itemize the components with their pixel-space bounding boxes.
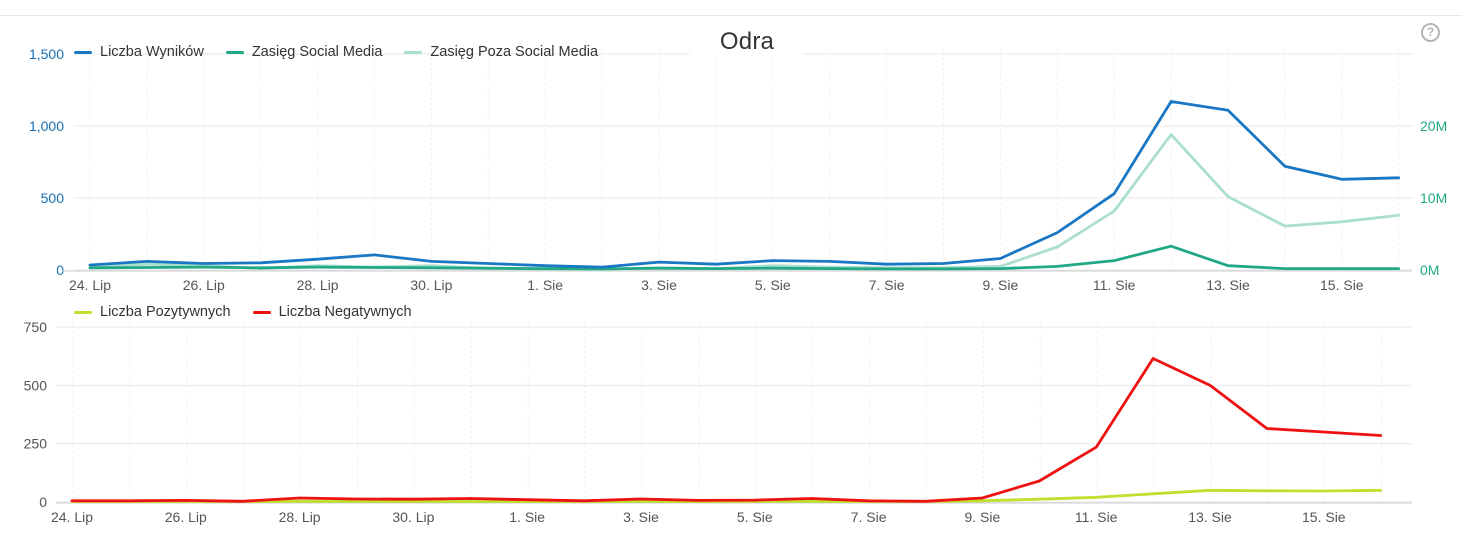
x-tick-label: 11. Sie	[1093, 277, 1136, 293]
series-line-liczba-wynikow	[88, 100, 1401, 269]
y-left-tick-label: 0	[56, 262, 64, 278]
series-line-zasieg-poza-social-media	[88, 133, 1401, 271]
top-divider	[0, 15, 1462, 16]
x-tick-label: 11. Sie	[1075, 509, 1118, 525]
legend-label: Zasięg Poza Social Media	[430, 44, 599, 60]
legend-label: Liczba Pozytywnych	[100, 304, 231, 320]
x-tick-label: 30. Lip	[392, 509, 434, 525]
x-tick-label: 28. Lip	[297, 277, 339, 293]
x-tick-label: 7. Sie	[869, 277, 905, 293]
x-tick-label: 24. Lip	[69, 277, 111, 293]
y-tick-label: 750	[24, 319, 48, 335]
y-right-tick-label: 10M	[1420, 190, 1447, 206]
y-right-tick-label: 20M	[1420, 118, 1447, 134]
series-line-zasieg-social-media	[88, 244, 1401, 271]
x-tick-label: 13. Sie	[1206, 277, 1250, 293]
y-tick-label: 500	[24, 377, 48, 393]
legend-item-liczba-pozytywnych[interactable]: Liczba Pozytywnych	[74, 304, 231, 320]
legend-item-liczba-negatywnych[interactable]: Liczba Negatywnych	[252, 304, 412, 320]
x-tick-label: 7. Sie	[851, 509, 887, 525]
y-left-tick-label: 1,000	[29, 118, 64, 134]
y-left-tick-label: 500	[41, 190, 65, 206]
x-tick-label: 30. Lip	[410, 277, 452, 293]
legend-label: Zasięg Social Media	[251, 44, 383, 60]
x-tick-label: 9. Sie	[964, 509, 1000, 525]
y-left-tick-label: 1,500	[29, 46, 64, 62]
x-tick-label: 24. Lip	[51, 509, 93, 525]
x-tick-label: 1. Sie	[509, 509, 545, 525]
x-tick-label: 5. Sie	[737, 509, 773, 525]
y-tick-label: 250	[24, 436, 48, 452]
x-tick-label: 5. Sie	[755, 277, 791, 293]
legend-item-zasieg-poza-social-media[interactable]: Zasięg Poza Social Media	[404, 44, 598, 60]
x-tick-label: 3. Sie	[641, 277, 677, 293]
x-tick-label: 13. Sie	[1188, 509, 1232, 525]
legend-swatch	[404, 50, 423, 54]
x-tick-label: 28. Lip	[279, 509, 321, 525]
x-tick-label: 26. Lip	[183, 277, 225, 293]
y-tick-label: 0	[39, 494, 47, 510]
legend-swatch	[74, 310, 92, 314]
legend-item-liczba-wynikow[interactable]: Liczba Wyników	[74, 44, 204, 60]
chart-title-box: Odra	[690, 26, 804, 58]
legend-top: Liczba Wyników Zasięg Social Media Zasię…	[74, 44, 598, 60]
chart-title: Odra	[719, 28, 775, 55]
legend-swatch	[74, 50, 92, 54]
legend-swatch	[252, 310, 271, 314]
x-tick-label: 15. Sie	[1302, 509, 1346, 525]
y-right-tick-label: 0M	[1420, 262, 1439, 278]
x-tick-label: 15. Sie	[1320, 277, 1364, 293]
series-line-liczba-negatywnych	[70, 357, 1383, 503]
legend-bottom: Liczba Pozytywnych Liczba Negatywnych	[74, 304, 412, 320]
x-tick-label: 26. Lip	[165, 509, 207, 525]
legend-item-zasieg-social-media[interactable]: Zasięg Social Media	[225, 44, 383, 60]
legend-label: Liczba Negatywnych	[278, 304, 412, 320]
legend-label: Liczba Wyników	[100, 44, 204, 60]
x-tick-label: 9. Sie	[982, 277, 1018, 293]
x-tick-label: 1. Sie	[527, 277, 563, 293]
legend-swatch	[225, 50, 244, 54]
help-icon[interactable]: ?	[1421, 23, 1440, 42]
x-tick-label: 3. Sie	[623, 509, 659, 525]
